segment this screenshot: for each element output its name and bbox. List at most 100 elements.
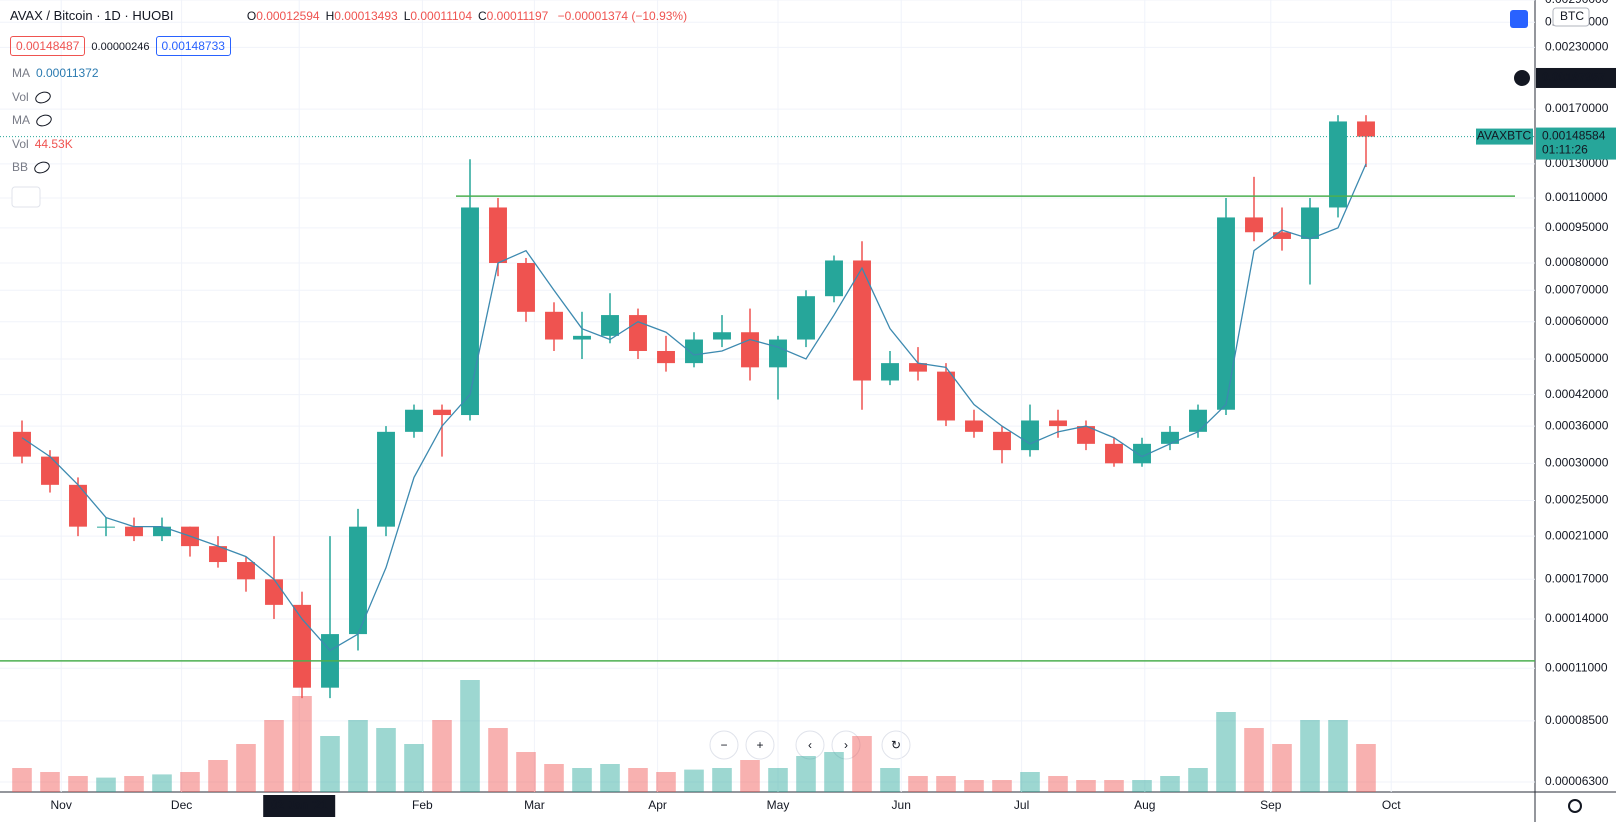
- volume-bar: [1300, 720, 1320, 792]
- volume-bar: [320, 736, 340, 792]
- indicator-name: MA: [12, 66, 30, 80]
- volume-bar: [628, 768, 648, 792]
- candle-body: [1217, 217, 1235, 410]
- ask[interactable]: 0.00148733: [155, 36, 231, 56]
- candle-body: [1161, 431, 1179, 444]
- volume-bar: [992, 780, 1012, 792]
- x-tick-label: Apr: [648, 798, 667, 812]
- nav-button[interactable]: [831, 730, 861, 760]
- candle-body: [601, 315, 619, 336]
- symbol-tag-text: AVAXBTC: [1477, 129, 1532, 143]
- volume-bar: [1132, 780, 1152, 792]
- candle-body: [97, 526, 115, 528]
- x-tick-label: Oct: [1382, 798, 1401, 812]
- add-icon[interactable]: +: [1518, 71, 1525, 85]
- y-tick-label: 0.00030000: [1545, 455, 1609, 469]
- volume-bar: [796, 756, 816, 792]
- candle-body: [125, 526, 143, 537]
- volume-bar: [908, 776, 928, 792]
- y-tick-label: 0.00110000: [1545, 190, 1608, 204]
- candle-body: [1105, 443, 1123, 464]
- volume-bar: [572, 768, 592, 792]
- x-tick-label: 02 Jan '21: [271, 798, 328, 812]
- candle-body: [69, 484, 87, 527]
- candle-body: [153, 526, 171, 537]
- candle-body: [993, 431, 1011, 451]
- volume-bar: [460, 680, 480, 792]
- spread: 0.00000246: [91, 41, 150, 53]
- nav-button[interactable]: [795, 730, 825, 760]
- candle-body: [1329, 121, 1347, 208]
- indicator: Vol 44.53K: [12, 137, 99, 161]
- nav-icon: +: [756, 738, 763, 752]
- volume-bar: [124, 776, 144, 792]
- candle-body: [657, 350, 675, 364]
- candle-body: [853, 260, 871, 381]
- candle-body: [209, 546, 227, 563]
- countdown: 01:11:26: [1542, 143, 1588, 157]
- nav-button[interactable]: [709, 730, 739, 760]
- x-tick-label: Jun: [892, 798, 911, 812]
- indicator-value: 0.00011372: [36, 66, 99, 80]
- candle-body: [881, 363, 899, 381]
- ohlc-key: L: [403, 9, 411, 23]
- compare-button: [1510, 10, 1528, 28]
- ohlc-key: C: [478, 9, 487, 23]
- candle-body: [265, 579, 283, 605]
- volume-bar: [516, 752, 536, 792]
- hidden-icon: [34, 112, 54, 129]
- y-tick-label: 0.00021000: [1545, 528, 1609, 542]
- collapse-button[interactable]: [11, 186, 41, 208]
- y-tick-label: 0.00017000: [1545, 571, 1609, 585]
- volume-bar: [712, 768, 732, 792]
- volume-bar: [292, 696, 312, 792]
- volume-bar: [1048, 776, 1068, 792]
- candle-body: [797, 296, 815, 340]
- add-button: [1514, 69, 1530, 86]
- y-tick-label: 0.00036000: [1545, 418, 1609, 432]
- nav-icon: ›: [844, 738, 848, 752]
- volume-bar: [152, 774, 172, 792]
- candle-body: [1021, 420, 1039, 451]
- ohlc-key: O: [246, 9, 257, 23]
- ohlc-key: H: [325, 9, 335, 23]
- volume-bar: [1076, 780, 1096, 792]
- bid[interactable]: 0.00148487: [10, 36, 86, 56]
- nav-icon: ↻: [891, 738, 901, 752]
- nav-button[interactable]: [881, 730, 911, 760]
- volume-bar: [1356, 744, 1376, 792]
- candle-body: [237, 562, 255, 580]
- last-price-tag: [1536, 127, 1616, 160]
- candle-body: [293, 604, 311, 688]
- candle-body: [1049, 420, 1067, 427]
- volume-bar: [740, 760, 760, 792]
- volume-bar: [68, 776, 88, 792]
- y-tick-label: 0.00230000: [1545, 40, 1609, 54]
- volume-bar: [824, 752, 844, 792]
- y-tick-label: 0.00042000: [1545, 387, 1609, 401]
- volume-bar: [432, 720, 452, 792]
- settings[interactable]: [1568, 799, 1582, 813]
- candle-body: [825, 260, 843, 297]
- nav-icon: ‹: [808, 738, 812, 752]
- candle-body: [545, 311, 563, 340]
- candle-body: [1245, 217, 1263, 233]
- candle-body: [489, 207, 507, 264]
- volume-bar: [880, 768, 900, 792]
- quote: 0.00148487 0.00000246 0.00148733: [10, 36, 237, 56]
- y-tick-label: 0.00095000: [1545, 220, 1609, 234]
- x-tick-label: Nov: [51, 798, 72, 812]
- x-tick-label: Sep: [1260, 798, 1282, 812]
- volume-bar: [180, 772, 200, 792]
- nav-buttons: − + ‹ › ↻: [709, 730, 911, 760]
- indicator-name: Vol: [12, 136, 29, 151]
- y-tick-label: 0.00060000: [1545, 314, 1609, 328]
- volume-bar: [656, 772, 676, 792]
- x-tick-label: Dec: [171, 798, 192, 812]
- x-tick-label: Jul: [1014, 798, 1029, 812]
- indicator-name: BB: [12, 160, 29, 174]
- volume-bar: [1188, 768, 1208, 792]
- volume-bar: [1216, 712, 1236, 792]
- nav-button[interactable]: [745, 730, 775, 760]
- last-price-text: 0.00148584: [1542, 129, 1606, 143]
